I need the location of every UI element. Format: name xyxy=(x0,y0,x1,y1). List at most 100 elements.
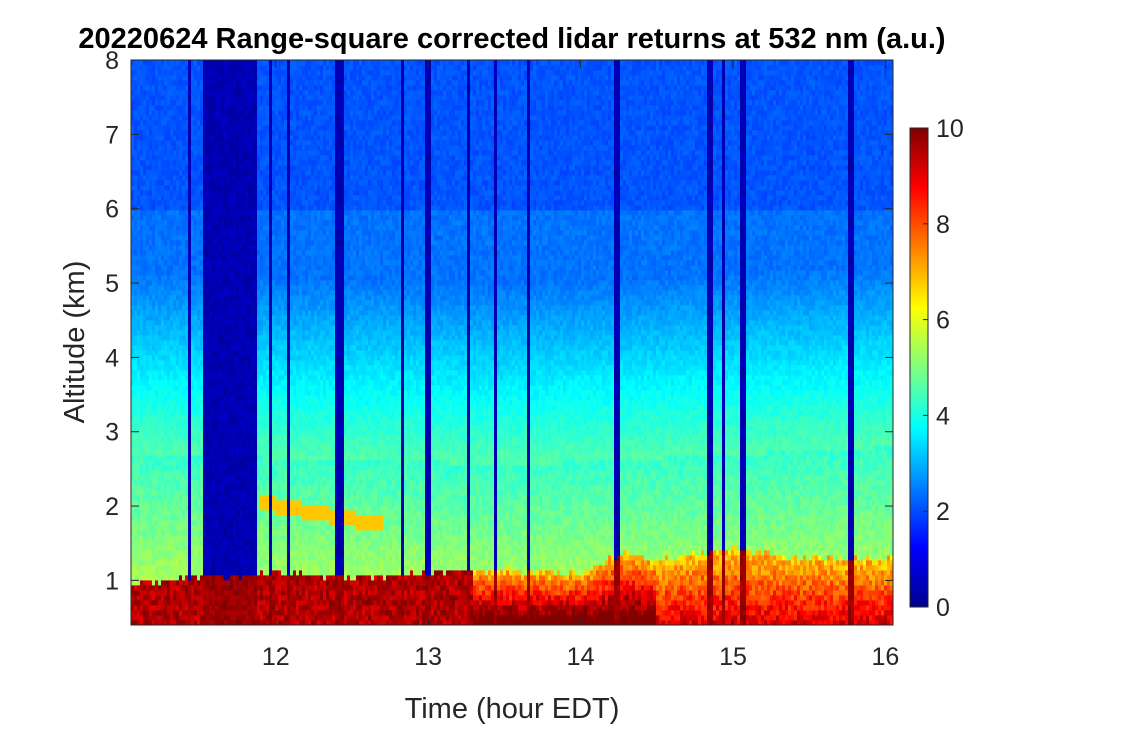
heatmap-cell xyxy=(218,240,222,246)
heatmap-cell xyxy=(182,270,186,276)
heatmap-cell xyxy=(152,545,156,551)
heatmap-cell xyxy=(224,595,228,601)
heatmap-cell xyxy=(200,155,204,161)
heatmap-cell xyxy=(197,105,201,111)
heatmap-cell xyxy=(152,130,156,136)
heatmap-cell xyxy=(167,305,171,311)
heatmap-cell xyxy=(248,610,252,616)
heatmap-cell xyxy=(191,390,195,396)
heatmap-cell xyxy=(248,335,252,341)
heatmap-cell xyxy=(254,545,258,551)
heatmap-cell xyxy=(131,370,135,376)
heatmap-cell xyxy=(203,470,207,476)
heatmap-cell xyxy=(245,615,249,621)
heatmap-cell xyxy=(176,620,180,626)
heatmap-cell xyxy=(230,130,234,136)
heatmap-cell xyxy=(149,330,153,336)
heatmap-cell xyxy=(233,475,237,481)
heatmap-cell xyxy=(167,100,171,106)
heatmap-cell xyxy=(206,245,210,251)
heatmap-cell xyxy=(188,320,192,326)
heatmap-cell xyxy=(137,505,141,511)
heatmap-cell xyxy=(212,320,216,326)
heatmap-cell xyxy=(155,190,159,196)
heatmap-cell xyxy=(155,530,159,536)
heatmap-cell xyxy=(218,60,222,66)
heatmap-cell xyxy=(149,165,153,171)
heatmap-cell xyxy=(170,480,174,486)
heatmap-cell xyxy=(224,610,228,616)
heatmap-cell xyxy=(227,175,231,181)
heatmap-cell xyxy=(200,510,204,516)
heatmap-cell xyxy=(251,70,255,76)
heatmap-cell xyxy=(191,475,195,481)
heatmap-cell xyxy=(146,175,150,181)
heatmap-cell xyxy=(164,100,168,106)
heatmap-cell xyxy=(260,335,264,341)
heatmap-cell xyxy=(224,460,228,466)
heatmap-cell xyxy=(152,70,156,76)
heatmap-cell xyxy=(224,80,228,86)
heatmap-cell xyxy=(263,550,267,556)
heatmap-cell xyxy=(200,565,204,571)
heatmap-cell xyxy=(182,445,186,451)
heatmap-cell xyxy=(164,190,168,196)
heatmap-cell xyxy=(191,425,195,431)
heatmap-cell xyxy=(158,450,162,456)
heatmap-cell xyxy=(212,100,216,106)
heatmap-cell xyxy=(170,330,174,336)
heatmap-cell xyxy=(257,95,261,101)
heatmap-cell xyxy=(251,535,255,541)
heatmap-cell xyxy=(248,405,252,411)
heatmap-cell xyxy=(167,535,171,541)
heatmap-cell xyxy=(206,275,210,281)
heatmap-cell xyxy=(191,495,195,501)
heatmap-cell xyxy=(191,225,195,231)
heatmap-cell xyxy=(215,510,219,516)
heatmap-cell xyxy=(152,525,156,531)
heatmap-cell xyxy=(173,200,177,206)
heatmap-cell xyxy=(236,500,240,506)
heatmap-cell xyxy=(152,590,156,596)
heatmap-cell xyxy=(179,95,183,101)
heatmap-cell xyxy=(188,455,192,461)
heatmap-cell xyxy=(140,470,144,476)
heatmap-cell xyxy=(140,175,144,181)
heatmap-cell xyxy=(143,570,147,576)
heatmap-cell xyxy=(137,320,141,326)
heatmap-cell xyxy=(227,425,231,431)
heatmap-cell xyxy=(248,365,252,371)
heatmap-cell xyxy=(206,610,210,616)
heatmap-cell xyxy=(140,185,144,191)
heatmap-cell xyxy=(194,320,198,326)
heatmap-cell xyxy=(260,65,264,71)
heatmap-cell xyxy=(194,370,198,376)
heatmap-cell xyxy=(155,165,159,171)
heatmap-cell xyxy=(152,500,156,506)
heatmap-cell xyxy=(188,600,192,606)
heatmap-cell xyxy=(176,615,180,621)
heatmap-cell xyxy=(257,160,261,166)
heatmap-cell xyxy=(191,135,195,141)
heatmap-cell xyxy=(164,355,168,361)
heatmap-cell xyxy=(215,545,219,551)
heatmap-cell xyxy=(239,510,243,516)
heatmap-cell xyxy=(260,445,264,451)
heatmap-cell xyxy=(248,430,252,436)
heatmap-cell xyxy=(155,65,159,71)
heatmap-cell xyxy=(185,315,189,321)
heatmap-cell xyxy=(137,185,141,191)
heatmap-cell xyxy=(146,345,150,351)
heatmap-cell xyxy=(194,205,198,211)
heatmap-cell xyxy=(257,230,261,236)
heatmap-cell xyxy=(263,595,267,601)
heatmap-cell xyxy=(134,105,138,111)
heatmap-cell xyxy=(158,320,162,326)
heatmap-cell xyxy=(203,80,207,86)
heatmap-cell xyxy=(233,605,237,611)
heatmap-cell xyxy=(173,370,177,376)
heatmap-cell xyxy=(209,80,213,86)
heatmap-cell xyxy=(254,175,258,181)
heatmap-cell xyxy=(194,525,198,531)
heatmap-cell xyxy=(164,240,168,246)
